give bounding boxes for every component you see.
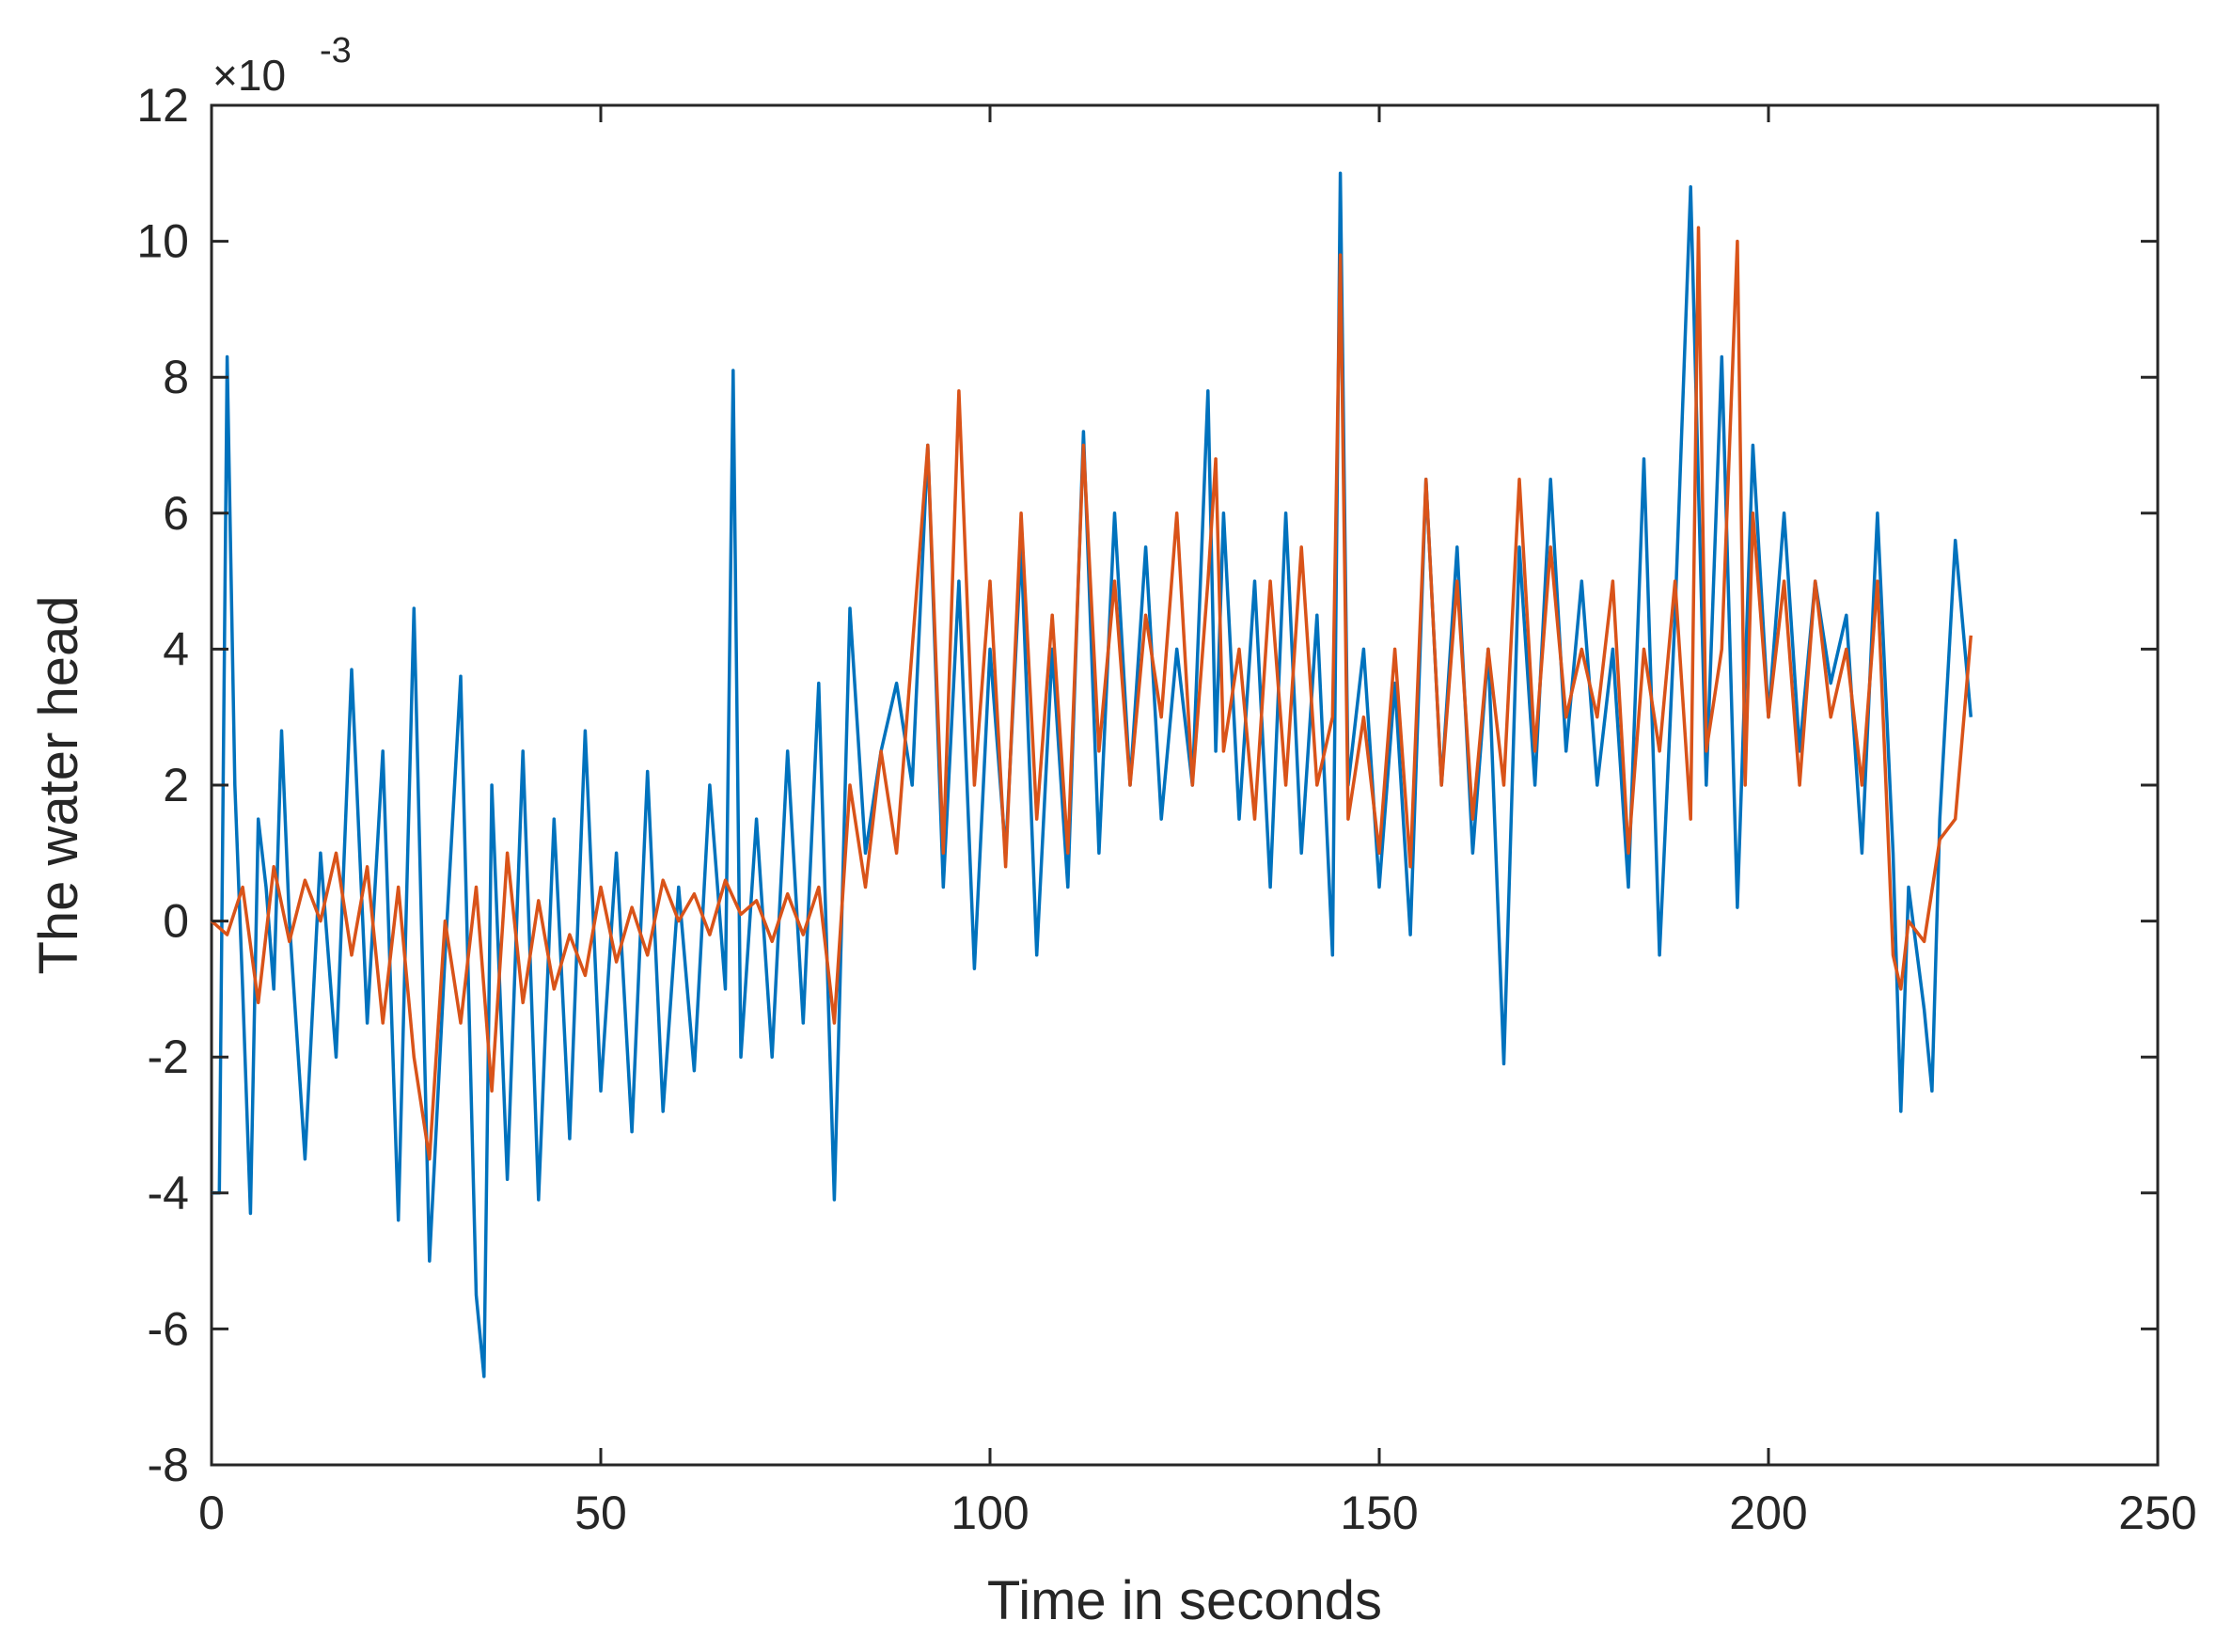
- y-tick-label: -6: [148, 1302, 189, 1355]
- y-axis-label: The water head: [28, 595, 89, 974]
- x-tick-label: 50: [574, 1487, 627, 1539]
- series-line-2: [210, 226, 1973, 1161]
- x-tick-label: 150: [1340, 1487, 1418, 1539]
- y-tick-label: -2: [148, 1031, 189, 1083]
- y-tick-label: 8: [163, 351, 189, 403]
- x-tick-label: 200: [1729, 1487, 1807, 1539]
- x-axis-ticks: 0 50 100 150 200 250: [198, 105, 2197, 1539]
- y-exponent-label: ×10 -3: [212, 31, 352, 100]
- series-layer: [210, 171, 1973, 1378]
- y-tick-label: 0: [163, 895, 189, 948]
- y-tick-label: 6: [163, 487, 189, 540]
- y-axis-ticks: -8 -6 -4 -2 0 2 4 6 8 10 12: [136, 79, 2158, 1491]
- plot-area: [210, 103, 2160, 1467]
- y-tick-label: 2: [163, 759, 189, 811]
- y-exponent-power: -3: [320, 31, 352, 71]
- x-tick-label: 250: [2118, 1487, 2196, 1539]
- y-tick-label: 12: [136, 79, 189, 132]
- y-tick-label: 4: [163, 622, 189, 675]
- y-tick-label: 10: [136, 215, 189, 268]
- series-line-1: [212, 171, 1973, 1378]
- y-exponent-base: ×10: [212, 51, 286, 100]
- x-tick-label: 100: [951, 1487, 1029, 1539]
- y-tick-label: -4: [148, 1167, 189, 1219]
- y-tick-label: -8: [148, 1439, 189, 1491]
- x-tick-label: 0: [198, 1487, 225, 1539]
- axes-box: [210, 103, 2160, 1467]
- x-axis-label: Time in seconds: [987, 1570, 1382, 1631]
